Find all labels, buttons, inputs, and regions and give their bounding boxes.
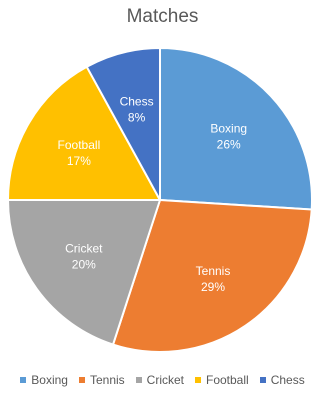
legend-swatch — [135, 377, 142, 383]
legend-item-boxing: Boxing — [20, 373, 68, 387]
chart-title: Matches — [126, 6, 199, 27]
pie-slice-football — [6, 65, 162, 201]
slice-label-percent: 20% — [72, 257, 96, 271]
slice-label-percent: 26% — [217, 138, 241, 152]
legend-item-tennis: Tennis — [78, 373, 125, 387]
legend-item-chess: Chess — [259, 373, 305, 387]
legend-swatch — [259, 377, 266, 383]
legend: Boxing Tennis Cricket Football Chess — [0, 373, 325, 387]
legend-swatch — [20, 377, 27, 383]
legend-label: Cricket — [146, 373, 184, 387]
pie-slice-boxing — [159, 46, 313, 211]
slice-label-category: Boxing — [210, 122, 247, 136]
slice-label-percent: 8% — [128, 111, 146, 125]
slice-label-percent: 17% — [67, 154, 91, 168]
legend-item-cricket: Cricket — [135, 373, 184, 387]
slice-label-category: Cricket — [65, 241, 103, 255]
pie-slice-tennis — [111, 198, 313, 353]
slice-label-category: Chess — [120, 95, 154, 109]
legend-label: Chess — [270, 373, 305, 387]
pie-chart: Boxing 26% Tennis 29% Cricket 20% Football 17% C… — [6, 46, 313, 353]
legend-swatch — [78, 377, 85, 383]
legend-label: Football — [206, 373, 249, 387]
legend-item-football: Football — [195, 373, 249, 387]
legend-swatch — [195, 377, 201, 383]
pie-slice-chess — [85, 46, 161, 201]
legend-label: Tennis — [89, 373, 125, 387]
slice-label-category: Tennis — [196, 264, 231, 278]
legend-label: Boxing — [31, 373, 68, 387]
pie-slice-cricket — [6, 199, 162, 346]
slice-label-percent: 29% — [201, 280, 225, 294]
slice-label-category: Football — [58, 138, 101, 152]
